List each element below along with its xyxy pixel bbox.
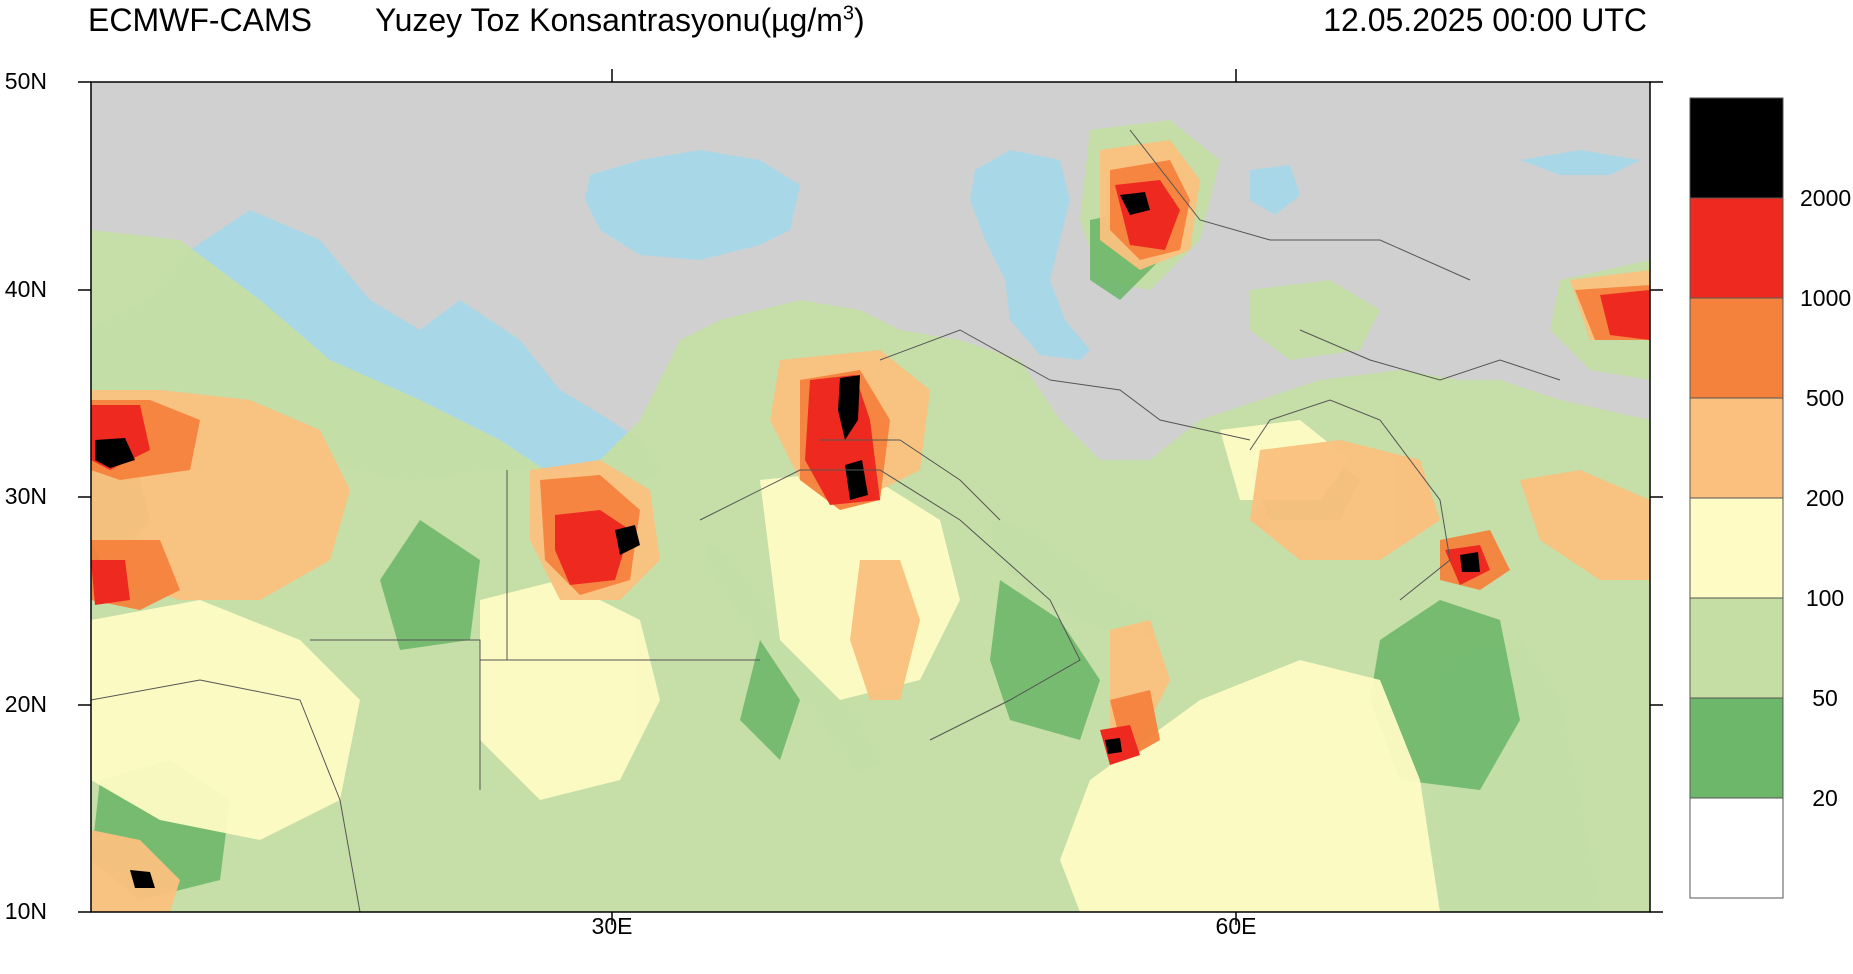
colorbar-swatch <box>1689 97 1784 199</box>
dust-2000-layer <box>95 192 1480 888</box>
black-sea <box>585 150 800 260</box>
colorbar-label-50: 50 <box>1812 685 1838 711</box>
title-tail: ) <box>854 2 865 38</box>
colorbar-swatch <box>1689 597 1784 699</box>
lon-label-30e: 30E <box>591 913 633 939</box>
lat-label-30n: 30N <box>4 483 47 509</box>
valid-datetime: 12.05.2025 00:00 UTC <box>1323 2 1647 38</box>
title-text: Yuzey Toz Konsantrasyonu(µg/m <box>375 2 843 38</box>
colorbar-label-100: 100 <box>1805 585 1845 611</box>
model-source-label: ECMWF-CAMS <box>88 2 312 38</box>
country-borders <box>91 129 1561 912</box>
colorbar-swatch <box>1689 797 1784 899</box>
colorbar-swatch <box>1689 397 1784 499</box>
lat-label-50n: 50N <box>4 68 47 94</box>
lat-label-20n: 20N <box>4 691 47 717</box>
dust-100-layer <box>91 420 1440 912</box>
tick-marks <box>78 69 1663 925</box>
colorbar-swatch <box>1689 197 1784 299</box>
colorbar <box>1689 97 1784 899</box>
map-title: Yuzey Toz Konsantrasyonu(µg/m3) <box>375 2 865 39</box>
colorbar-label-200: 200 <box>1805 485 1845 511</box>
aral-sea <box>1250 165 1300 215</box>
lat-label-10n: 10N <box>4 898 47 924</box>
balkhash-lake <box>1520 150 1640 175</box>
colorbar-label-20: 20 <box>1812 785 1838 811</box>
colorbar-label-500: 500 <box>1805 385 1845 411</box>
colorbar-label-1000: 1000 <box>1800 285 1852 311</box>
title-superscript: 3 <box>842 2 854 25</box>
colorbar-swatch <box>1689 697 1784 799</box>
lon-label-60e: 60E <box>1215 913 1257 939</box>
colorbar-swatch <box>1689 497 1784 599</box>
colorbar-swatch <box>1689 297 1784 399</box>
caspian-sea <box>970 150 1090 360</box>
colorbar-label-2000: 2000 <box>1800 185 1852 211</box>
lat-label-40n: 40N <box>4 276 47 302</box>
